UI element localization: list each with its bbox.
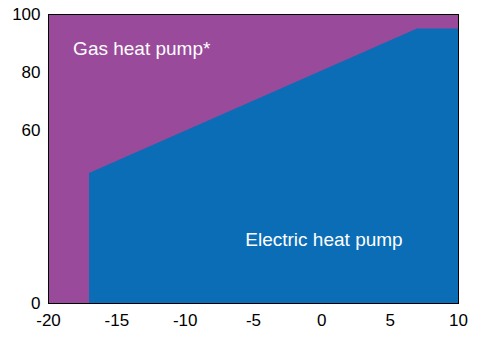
- svg-text:-5: -5: [246, 311, 261, 330]
- svg-text:100: 100: [12, 5, 40, 24]
- svg-text:60: 60: [22, 121, 41, 140]
- svg-text:0: 0: [317, 311, 326, 330]
- svg-text:-15: -15: [105, 311, 130, 330]
- svg-text:-20: -20: [36, 311, 61, 330]
- svg-text:10: 10: [449, 311, 468, 330]
- svg-text:Gas heat pump*: Gas heat pump*: [73, 38, 211, 59]
- svg-text:5: 5: [385, 311, 394, 330]
- svg-text:80: 80: [22, 63, 41, 82]
- svg-text:Electric heat pump: Electric heat pump: [245, 229, 402, 250]
- svg-text:-10: -10: [173, 311, 198, 330]
- svg-text:0: 0: [31, 293, 41, 313]
